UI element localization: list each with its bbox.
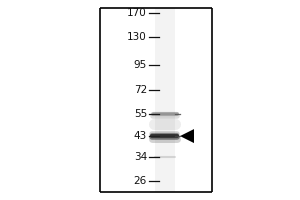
Bar	[155, 8, 175, 192]
Text: 55: 55	[134, 109, 147, 119]
Text: 43: 43	[134, 131, 147, 141]
Text: 170: 170	[127, 8, 147, 18]
Text: 130: 130	[127, 32, 147, 42]
Text: 95: 95	[134, 60, 147, 70]
Text: 34: 34	[134, 152, 147, 162]
Text: 26: 26	[134, 176, 147, 186]
Text: 72: 72	[134, 85, 147, 95]
Polygon shape	[180, 129, 194, 143]
